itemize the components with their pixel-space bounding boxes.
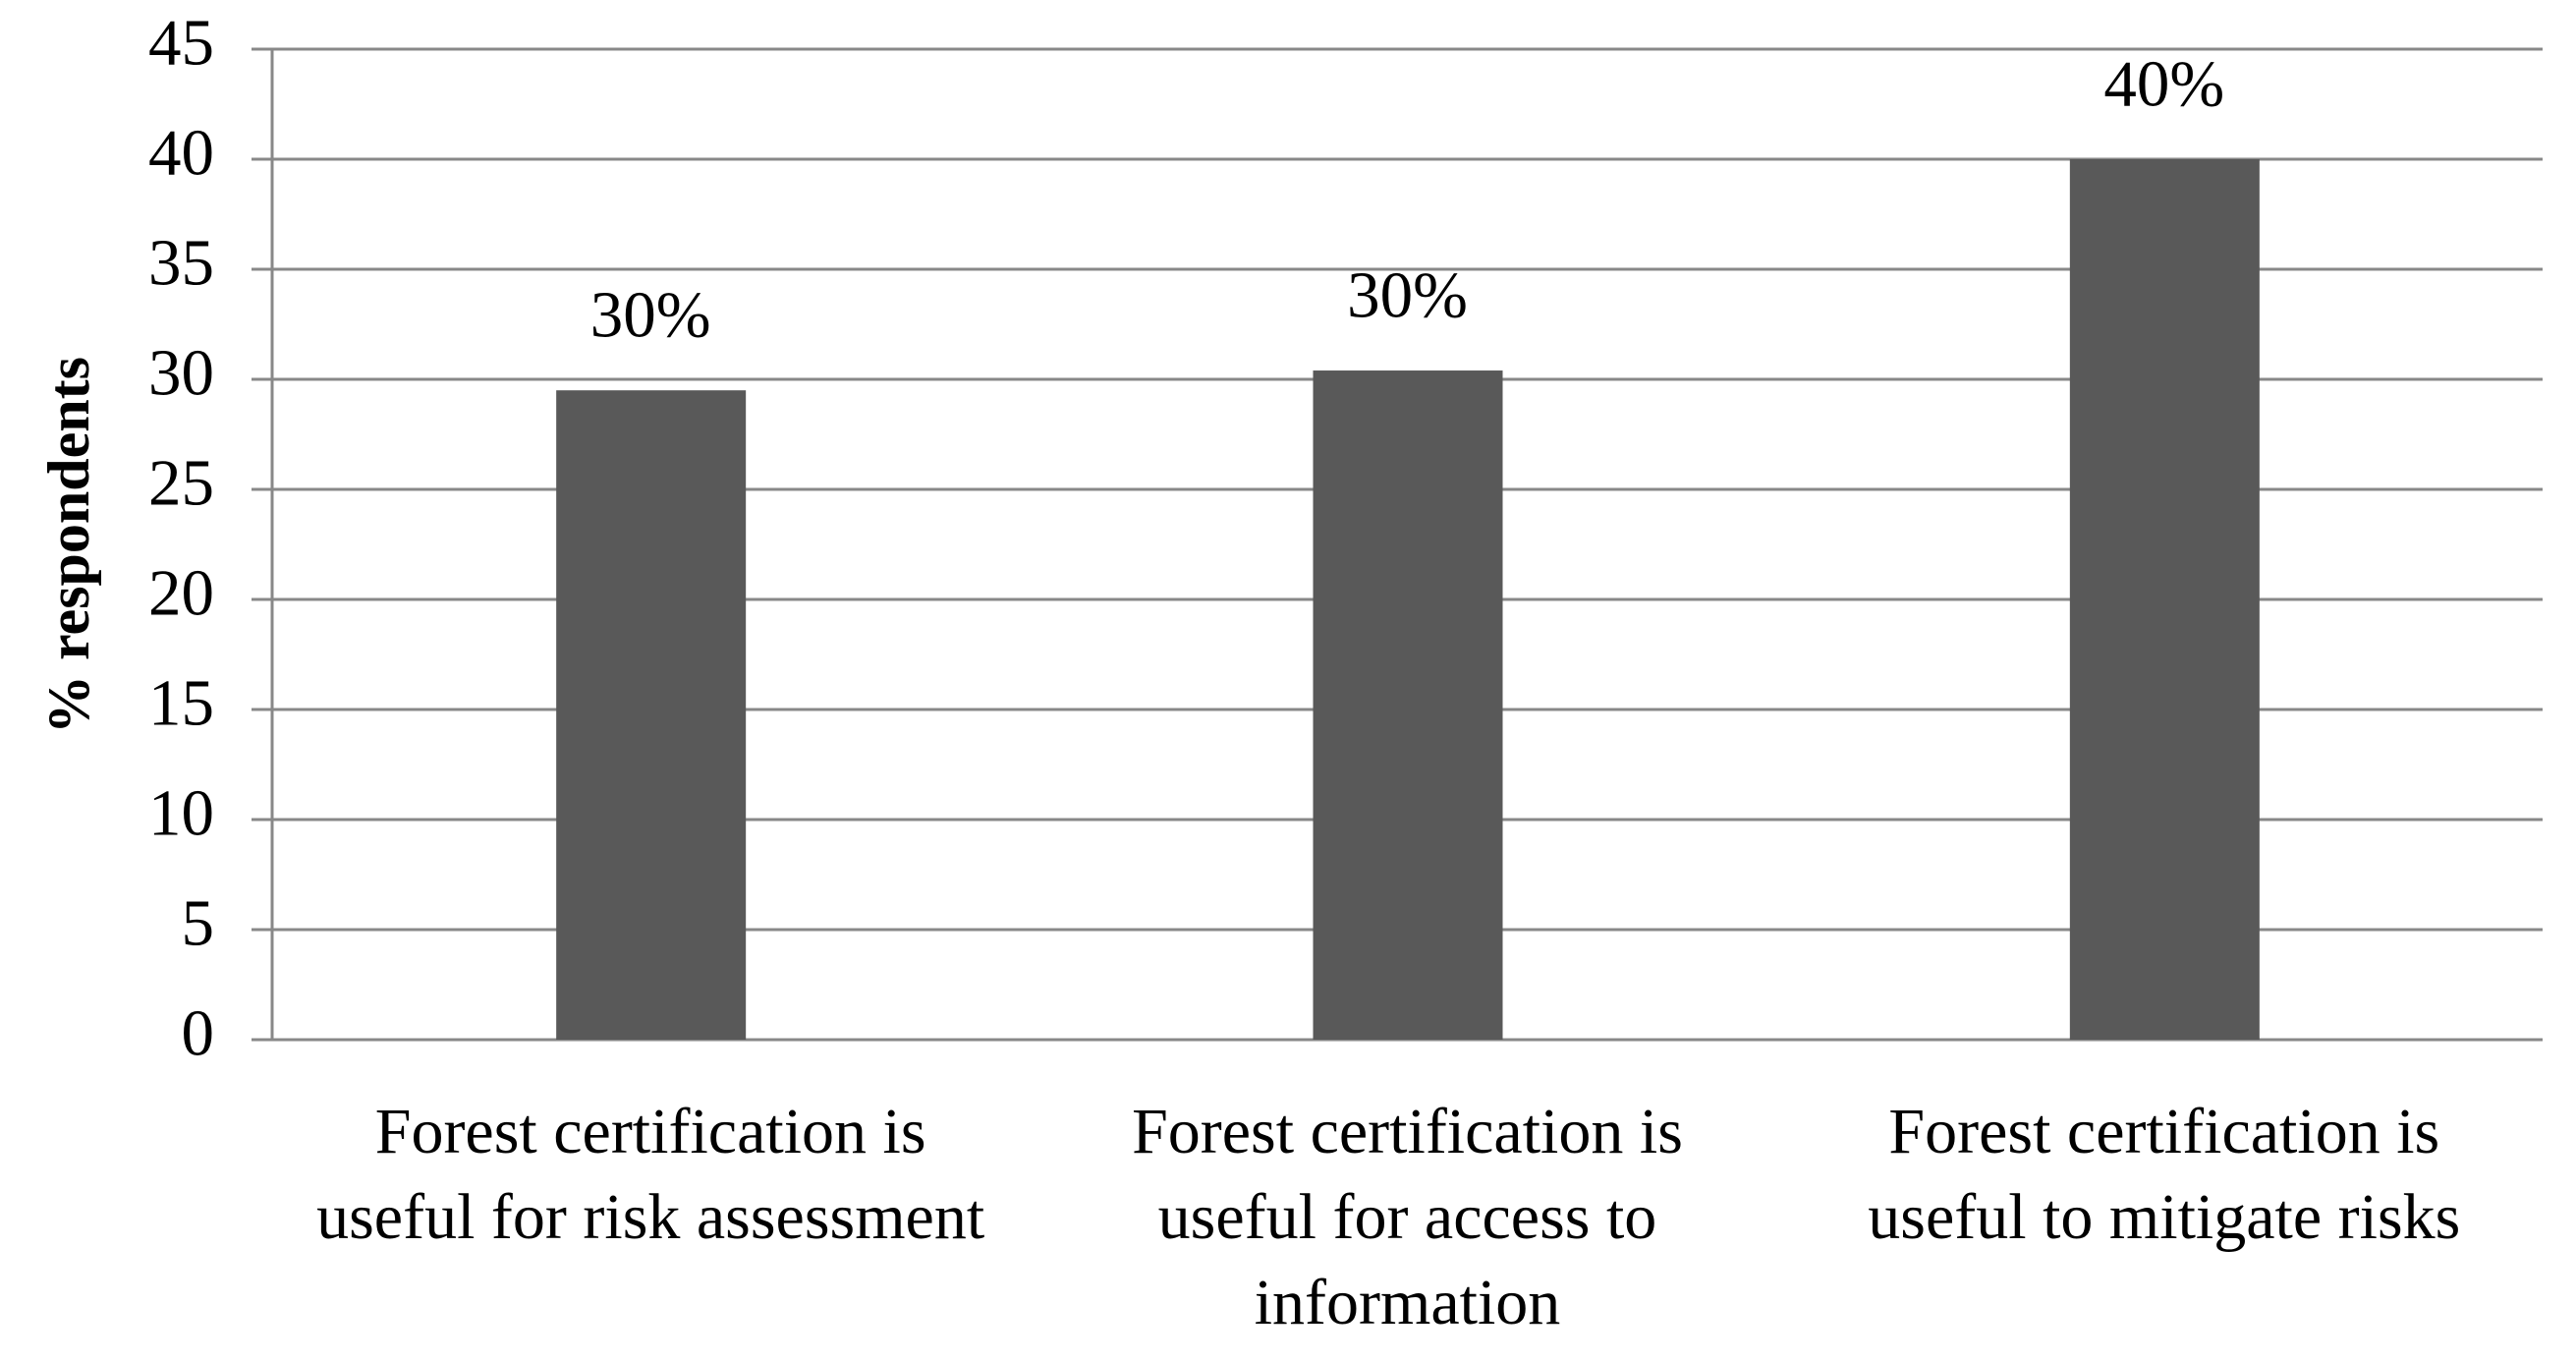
y-tick-label: 10 bbox=[148, 776, 214, 849]
bar bbox=[2069, 159, 2260, 1040]
y-tick-label: 0 bbox=[182, 996, 215, 1069]
y-tick-label: 45 bbox=[148, 6, 214, 79]
y-tick-label: 30 bbox=[148, 336, 214, 409]
y-tick-label: 40 bbox=[148, 116, 214, 189]
data-label: 40% bbox=[2103, 47, 2224, 120]
x-tick-label: Forest certification is useful to mitiga… bbox=[1868, 1096, 2461, 1253]
x-tick-label: Forest certification is useful for risk … bbox=[316, 1096, 985, 1253]
y-tick-label: 5 bbox=[182, 886, 215, 959]
x-tick-label: Forest certification is useful for acces… bbox=[1132, 1096, 1683, 1338]
bar bbox=[1313, 370, 1503, 1040]
y-tick-label: 25 bbox=[148, 446, 214, 519]
y-tick-label: 35 bbox=[148, 226, 214, 299]
bar bbox=[556, 390, 747, 1040]
data-label: 30% bbox=[1347, 258, 1468, 331]
y-tick-label: 20 bbox=[148, 556, 214, 629]
y-axis-label: % respondents bbox=[36, 357, 101, 734]
data-label: 30% bbox=[590, 279, 711, 352]
y-tick-label: 15 bbox=[148, 666, 214, 739]
